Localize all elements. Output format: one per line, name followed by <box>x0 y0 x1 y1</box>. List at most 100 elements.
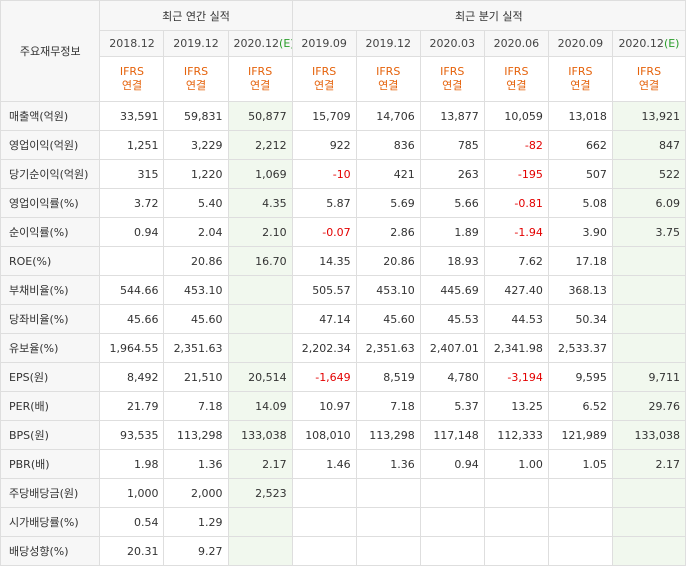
value-cell: 4.35 <box>227 188 293 218</box>
value-cell: 1,220 <box>163 159 229 189</box>
row-label: 순이익률(%) <box>0 217 101 247</box>
value-cell: 3.72 <box>99 188 165 218</box>
ifrs-label: IFRS <box>636 65 662 78</box>
value-cell: 445.69 <box>419 275 485 305</box>
value-cell: 8,519 <box>355 362 421 392</box>
value-cell: 1.36 <box>355 449 421 479</box>
value-cell: 1.98 <box>99 449 165 479</box>
period-date-header: 2020.12(E) <box>611 30 687 57</box>
value-cell <box>419 507 485 537</box>
value-cell <box>355 507 421 537</box>
row-label: 영업이익(억원) <box>0 130 101 160</box>
value-cell: 14,706 <box>355 101 421 131</box>
quarter-title: 최근 분기 실적 <box>291 0 687 31</box>
value-cell <box>483 478 549 508</box>
value-cell: 2,351.63 <box>163 333 229 363</box>
table-row: 부채비율(%) 544.66 453.10 505.57 453.10 445.69 427… <box>0 275 687 305</box>
ifrs-consolidated-header: IFRS 연결 <box>291 56 357 102</box>
table-row: PBR(배) 1.98 1.36 2.17 1.46 1.36 0.94 1.00 1.05 2.… <box>0 449 687 479</box>
row-label: ROE(%) <box>0 246 101 276</box>
value-cell <box>547 478 613 508</box>
table-row: 당좌비율(%) 45.66 45.60 47.14 45.60 45.53 44.53 50.… <box>0 304 687 334</box>
period-date-header: 2019.12 <box>163 30 229 57</box>
value-cell <box>547 507 613 537</box>
value-cell: 1,964.55 <box>99 333 165 363</box>
value-cell <box>611 304 687 334</box>
value-cell: 45.53 <box>419 304 485 334</box>
period-date-header: 2019.12 <box>355 30 421 57</box>
value-cell: 7.18 <box>163 391 229 421</box>
value-cell: 10.97 <box>291 391 357 421</box>
value-cell <box>611 536 687 566</box>
value-cell: 1,251 <box>99 130 165 160</box>
value-cell <box>547 536 613 566</box>
consolidated-label: 연결 <box>638 79 660 92</box>
value-cell: 1,000 <box>99 478 165 508</box>
value-cell: 13,921 <box>611 101 687 131</box>
consolidated-label: 연결 <box>506 79 527 92</box>
value-cell: 785 <box>419 130 485 160</box>
ifrs-consolidated-header: IFRS 연결 <box>163 56 229 102</box>
row-label: EPS(원) <box>0 362 101 392</box>
value-cell: -1,649 <box>291 362 357 392</box>
value-cell: 2,212 <box>227 130 293 160</box>
value-cell <box>291 536 357 566</box>
table-row: 매출액(억원) 33,591 59,831 50,877 15,709 14,706 13,… <box>0 101 687 131</box>
ifrs-label: IFRS <box>119 65 145 78</box>
row-label: 주당배당금(원) <box>0 478 101 508</box>
consolidated-label: 연결 <box>378 79 399 92</box>
value-cell: 0.94 <box>99 217 165 247</box>
value-cell: 1.36 <box>163 449 229 479</box>
value-cell: 108,010 <box>291 420 357 450</box>
value-cell: 315 <box>99 159 165 189</box>
table-row: 유보율(%) 1,964.55 2,351.63 2,202.34 2,351.63 2,… <box>0 333 687 363</box>
ifrs-label: IFRS <box>312 65 337 78</box>
value-cell: 836 <box>355 130 421 160</box>
period-date-label: 2018.12 <box>109 37 155 50</box>
table-row: 당기순이익(억원) 315 1,220 1,069 -10 421 263 -195 507 52… <box>0 159 687 189</box>
value-cell: -0.81 <box>483 188 549 218</box>
consolidated-label: 연결 <box>570 79 591 92</box>
consolidated-label: 연결 <box>185 79 207 92</box>
value-cell: 2.04 <box>163 217 229 247</box>
row-label: 배당성향(%) <box>0 536 101 566</box>
value-cell: 14.35 <box>291 246 357 276</box>
value-cell <box>355 478 421 508</box>
value-cell: 1,069 <box>227 159 293 189</box>
table-row: EPS(원) 8,492 21,510 20,514 -1,649 8,519 4,780-… <box>0 362 687 392</box>
value-cell: 5.69 <box>355 188 421 218</box>
value-cell: 7.62 <box>483 246 549 276</box>
period-date-label: 2019.09 <box>301 37 347 50</box>
value-cell: 1.05 <box>547 449 613 479</box>
value-cell: 50,877 <box>227 101 293 131</box>
value-cell: 29.76 <box>611 391 687 421</box>
period-date-label: 2020.12 <box>233 37 280 50</box>
ifrs-consolidated-header: IFRS 연결 <box>547 56 613 102</box>
value-cell: 133,038 <box>227 420 293 450</box>
ifrs-consolidated-header: IFRS 연결 <box>483 56 549 102</box>
period-date-header: 2020.12(E) <box>227 30 293 57</box>
value-cell: 14.09 <box>227 391 293 421</box>
value-cell: 522 <box>611 159 687 189</box>
value-cell: 16.70 <box>227 246 293 276</box>
value-cell: 0.54 <box>99 507 165 537</box>
value-cell: 20,514 <box>227 362 293 392</box>
accounting-standard-row: IFRS 연결 IFRS 연결 IFRS 연결 IFRS 연결 IFRS 연결 IFRS 연결 IFRS… <box>1 56 687 102</box>
value-cell <box>483 507 549 537</box>
value-cell <box>99 246 165 276</box>
ifrs-consolidated-header: IFRS 연결 <box>99 56 165 102</box>
row-label: 당좌비율(%) <box>0 304 101 334</box>
value-cell: 2.17 <box>611 449 687 479</box>
value-cell <box>611 478 687 508</box>
row-label: 시가배당률(%) <box>0 507 101 537</box>
row-label: BPS(원) <box>0 420 101 450</box>
value-cell <box>227 507 293 537</box>
value-cell <box>355 536 421 566</box>
value-cell: 33,591 <box>99 101 165 131</box>
period-date-header: 2020.03 <box>419 30 485 57</box>
ifrs-label: IFRS <box>183 65 209 78</box>
value-cell <box>611 333 687 363</box>
value-cell: 2.10 <box>227 217 293 247</box>
value-cell: 1.89 <box>419 217 485 247</box>
table-row: 주당배당금(원) 1,000 2,000 2,523 <box>0 478 687 508</box>
